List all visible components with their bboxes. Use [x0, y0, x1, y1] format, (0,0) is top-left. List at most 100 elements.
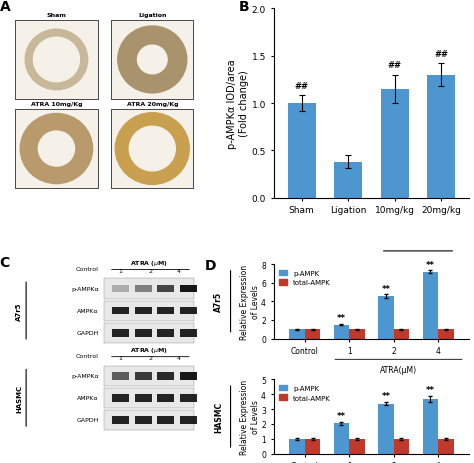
- Bar: [305, 330, 320, 339]
- Text: **: **: [426, 385, 435, 394]
- Text: AMPKα: AMPKα: [77, 395, 99, 400]
- Bar: [111, 21, 193, 100]
- Bar: [157, 394, 174, 402]
- Text: 1: 1: [118, 355, 122, 360]
- Circle shape: [137, 46, 167, 75]
- Text: ATRA ($\mu$M): ATRA ($\mu$M): [130, 345, 168, 355]
- Bar: [112, 372, 129, 380]
- Circle shape: [129, 127, 175, 171]
- Y-axis label: Relative Expression
of Levels: Relative Expression of Levels: [240, 379, 260, 454]
- Text: **: **: [382, 284, 391, 293]
- Bar: [104, 301, 194, 321]
- Bar: [289, 330, 305, 339]
- Text: Sham: Sham: [46, 13, 66, 18]
- Bar: [157, 372, 174, 380]
- Bar: [157, 307, 174, 315]
- Circle shape: [115, 113, 189, 185]
- Bar: [422, 400, 438, 454]
- Bar: [181, 329, 197, 337]
- Circle shape: [20, 114, 92, 184]
- Bar: [157, 329, 174, 337]
- Bar: [112, 416, 129, 424]
- Text: ATRA(μM): ATRA(μM): [380, 365, 417, 375]
- Text: Control: Control: [76, 266, 99, 271]
- Text: 1: 1: [118, 268, 122, 273]
- Bar: [181, 416, 197, 424]
- Bar: [112, 307, 129, 315]
- Text: ATRA ($\mu$M): ATRA ($\mu$M): [130, 258, 168, 268]
- Circle shape: [38, 132, 74, 167]
- Legend: p-AMPK, total-AMPK: p-AMPK, total-AMPK: [277, 383, 333, 403]
- Bar: [378, 296, 394, 339]
- Bar: [394, 330, 409, 339]
- Y-axis label: Relative Expression
of Levels: Relative Expression of Levels: [240, 264, 260, 339]
- Bar: [104, 279, 194, 299]
- Text: **: **: [337, 313, 346, 323]
- Bar: [112, 394, 129, 402]
- Text: HASMC: HASMC: [214, 401, 223, 432]
- Bar: [289, 439, 305, 454]
- Bar: [334, 423, 349, 454]
- Bar: [428, 75, 456, 199]
- Text: A: A: [0, 0, 10, 14]
- Bar: [157, 416, 174, 424]
- Text: A7r5: A7r5: [214, 292, 223, 312]
- Bar: [288, 104, 316, 199]
- Bar: [349, 330, 365, 339]
- Circle shape: [25, 30, 88, 90]
- Y-axis label: p-AMPKα IOD/area
(Fold change): p-AMPKα IOD/area (Fold change): [227, 59, 249, 149]
- Text: 4: 4: [177, 268, 181, 273]
- Bar: [181, 285, 197, 293]
- Bar: [136, 394, 152, 402]
- Bar: [305, 439, 320, 454]
- Bar: [136, 329, 152, 337]
- Text: 4: 4: [177, 355, 181, 360]
- Text: D: D: [205, 259, 217, 273]
- Text: **: **: [382, 391, 391, 400]
- Bar: [181, 394, 197, 402]
- Circle shape: [34, 38, 80, 82]
- Text: HASMC: HASMC: [16, 384, 22, 412]
- Bar: [136, 285, 152, 293]
- Bar: [104, 366, 194, 386]
- Bar: [438, 439, 454, 454]
- Bar: [157, 285, 174, 293]
- Text: **: **: [426, 260, 435, 269]
- Text: Control: Control: [76, 353, 99, 358]
- Text: ATRA 10mg/Kg: ATRA 10mg/Kg: [31, 102, 82, 106]
- Bar: [111, 110, 193, 189]
- Text: 2: 2: [148, 268, 153, 273]
- Text: ATRA 20mg/Kg: ATRA 20mg/Kg: [127, 102, 178, 106]
- Bar: [104, 323, 194, 343]
- Text: 2: 2: [148, 355, 153, 360]
- Bar: [112, 329, 129, 337]
- Bar: [394, 439, 409, 454]
- Bar: [136, 416, 152, 424]
- Text: Ligation+ATRA: Ligation+ATRA: [390, 267, 447, 275]
- Text: GAPDH: GAPDH: [76, 418, 99, 423]
- Bar: [181, 307, 197, 315]
- Text: C: C: [0, 255, 10, 269]
- Bar: [334, 163, 362, 199]
- Text: A7r5: A7r5: [16, 302, 22, 320]
- Text: B: B: [238, 0, 249, 14]
- Bar: [438, 330, 454, 339]
- Text: Ligation: Ligation: [138, 13, 166, 18]
- Text: p-AMPKα: p-AMPKα: [71, 287, 99, 291]
- Bar: [334, 325, 349, 339]
- Text: ##: ##: [434, 50, 448, 58]
- Text: ##: ##: [294, 81, 309, 91]
- Bar: [181, 372, 197, 380]
- Text: p-AMPKα: p-AMPKα: [71, 373, 99, 378]
- Bar: [15, 21, 98, 100]
- Circle shape: [118, 27, 187, 94]
- Text: AMPKα: AMPKα: [77, 308, 99, 313]
- Bar: [349, 439, 365, 454]
- Text: **: **: [337, 411, 346, 419]
- Bar: [136, 307, 152, 315]
- Bar: [15, 110, 98, 189]
- Text: GAPDH: GAPDH: [76, 331, 99, 336]
- Bar: [104, 410, 194, 430]
- Bar: [104, 388, 194, 408]
- Bar: [136, 372, 152, 380]
